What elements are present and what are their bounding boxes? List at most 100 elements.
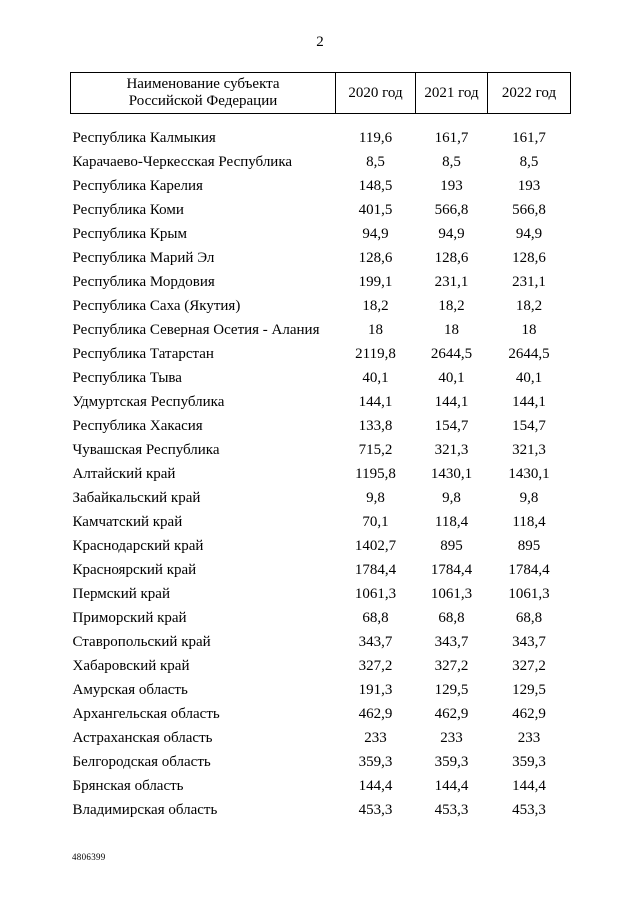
value-cell: 1195,8: [355, 466, 396, 482]
value-cell: 566,8: [434, 202, 469, 218]
table-row: Брянская область 144,4 144,4 144,4: [71, 774, 571, 798]
header-cell-2021: 2021 год: [415, 72, 488, 114]
value-cell: 327,2: [512, 658, 546, 674]
subject-name-cell: Чувашская Республика: [72, 442, 220, 458]
value-cell: 129,5: [434, 682, 469, 698]
subject-name-cell: Пермский край: [72, 586, 170, 602]
value-cell: 1784,4: [354, 562, 397, 578]
table-body: Республика Калмыкия 119,6 161,7 161,7 Карача…: [71, 114, 571, 823]
value-cell: 231,1: [512, 274, 546, 290]
value-cell: 233: [364, 730, 387, 746]
table-row: Белгородская область 359,3 359,3 359,3: [71, 750, 571, 774]
value-cell: 144,4: [358, 778, 393, 794]
subject-name-cell: Приморский край: [72, 610, 187, 626]
table-row: Приморский край 68,8 68,8 68,8: [71, 606, 571, 630]
table-row: Пермский край 1061,3 1061,3 1061,3: [71, 582, 571, 606]
table-row: Республика Карелия 148,5 193 193: [71, 174, 571, 198]
value-cell: 94,9: [438, 226, 465, 242]
value-cell: 129,5: [512, 682, 546, 698]
subject-name-cell: Белгородская область: [72, 754, 211, 770]
value-cell: 2644,5: [430, 346, 473, 362]
subject-name-cell: Владимирская область: [72, 802, 218, 818]
subject-name-cell: Республика Крым: [72, 226, 187, 242]
value-cell: 191,3: [358, 682, 393, 698]
value-cell: 2644,5: [508, 346, 550, 362]
subject-name-cell: Хабаровский край: [72, 658, 190, 674]
table-row: Республика Калмыкия 119,6 161,7 161,7: [71, 114, 571, 151]
value-cell: 715,2: [358, 442, 393, 458]
value-cell: 2119,8: [355, 346, 396, 362]
value-cell: 343,7: [434, 634, 469, 650]
subject-name-cell: Республика Мордовия: [72, 274, 215, 290]
value-cell: 154,7: [434, 418, 469, 434]
value-cell: 359,3: [434, 754, 469, 770]
value-cell: 9,8: [519, 490, 539, 506]
subject-name-cell: Амурская область: [72, 682, 188, 698]
subject-name-cell: Астраханская область: [72, 730, 213, 746]
value-cell: 343,7: [358, 634, 393, 650]
value-cell: 895: [517, 538, 541, 554]
value-cell: 233: [440, 730, 463, 746]
value-cell: 1430,1: [430, 466, 473, 482]
table-row: Камчатский край 70,1 118,4 118,4: [71, 510, 571, 534]
value-cell: 321,3: [434, 442, 469, 458]
value-cell: 18: [444, 322, 459, 338]
value-cell: 8,5: [519, 154, 539, 170]
table-row: Ставропольский край 343,7 343,7 343,7: [71, 630, 571, 654]
value-cell: 40,1: [362, 370, 389, 386]
value-cell: 1061,3: [430, 586, 473, 602]
page-number: 2: [316, 34, 324, 50]
value-cell: 895: [440, 538, 463, 554]
subject-name-cell: Республика Саха (Якутия): [72, 298, 241, 314]
value-cell: 1784,4: [508, 562, 550, 578]
subject-name-cell: Республика Хакасия: [72, 418, 203, 434]
header-cell-subject-name: Наименование субъекта Российской Федерац…: [70, 72, 336, 114]
footer-document-code: 4806399: [72, 852, 106, 862]
table-row: Республика Хакасия 133,8 154,7 154,7: [71, 414, 571, 438]
value-cell: 343,7: [512, 634, 546, 650]
value-cell: 1402,7: [354, 538, 397, 554]
table-row: Республика Татарстан 2119,8 2644,5 2644,5: [71, 342, 571, 366]
value-cell: 144,4: [512, 778, 546, 794]
subject-name-cell: Забайкальский край: [72, 490, 201, 506]
value-cell: 9,8: [366, 490, 385, 506]
value-cell: 453,3: [434, 802, 469, 818]
subject-name-cell: Карачаево-Черкесская Республика: [72, 154, 293, 170]
table-row: Хабаровский край 327,2 327,2 327,2: [71, 654, 571, 678]
value-cell: 8,5: [366, 154, 385, 170]
value-cell: 321,3: [512, 442, 546, 458]
table-row: Забайкальский край 9,8 9,8 9,8: [71, 486, 571, 510]
value-cell: 161,7: [434, 130, 469, 146]
table-row: Республика Коми 401,5 566,8 566,8: [71, 198, 571, 222]
header-cell-2022: 2022 год: [487, 72, 571, 114]
value-cell: 94,9: [515, 226, 543, 242]
value-cell: 133,8: [358, 418, 393, 434]
value-cell: 154,7: [512, 418, 546, 434]
value-cell: 94,9: [362, 226, 389, 242]
value-cell: 40,1: [438, 370, 465, 386]
value-cell: 119,6: [358, 130, 393, 146]
subject-name-cell: Республика Калмыкия: [72, 130, 216, 146]
table-header: Наименование субъекта Российской Федерац…: [70, 72, 571, 114]
table-row: Амурская область 191,3 129,5 129,5: [71, 678, 571, 702]
table-row: Республика Мордовия 199,1 231,1 231,1: [71, 270, 571, 294]
value-cell: 453,3: [358, 802, 393, 818]
subject-name-cell: Республика Тыва: [72, 370, 182, 386]
value-cell: 9,8: [442, 490, 461, 506]
value-cell: 327,2: [434, 658, 469, 674]
value-cell: 1430,1: [508, 466, 550, 482]
value-cell: 462,9: [512, 706, 546, 722]
header-cell-subject-name-text: Наименование субъекта Российской Федерац…: [126, 76, 280, 109]
table-row: Чувашская Республика 715,2 321,3 321,3: [71, 438, 571, 462]
table-row: Краснодарский край 1402,7 895 895: [71, 534, 571, 558]
subject-name-cell: Республика Татарстан: [72, 346, 214, 362]
subject-name-cell: Удмуртская Республика: [72, 394, 225, 410]
value-cell: 233: [517, 730, 541, 746]
value-cell: 359,3: [512, 754, 546, 770]
value-cell: 18,2: [515, 298, 543, 314]
value-cell: 68,8: [515, 610, 543, 626]
table-row: Владимирская область 453,3 453,3 453,3: [71, 798, 571, 822]
value-cell: 231,1: [434, 274, 469, 290]
value-cell: 144,1: [512, 394, 546, 410]
subject-name-cell: Республика Северная Осетия - Алания: [72, 322, 320, 338]
